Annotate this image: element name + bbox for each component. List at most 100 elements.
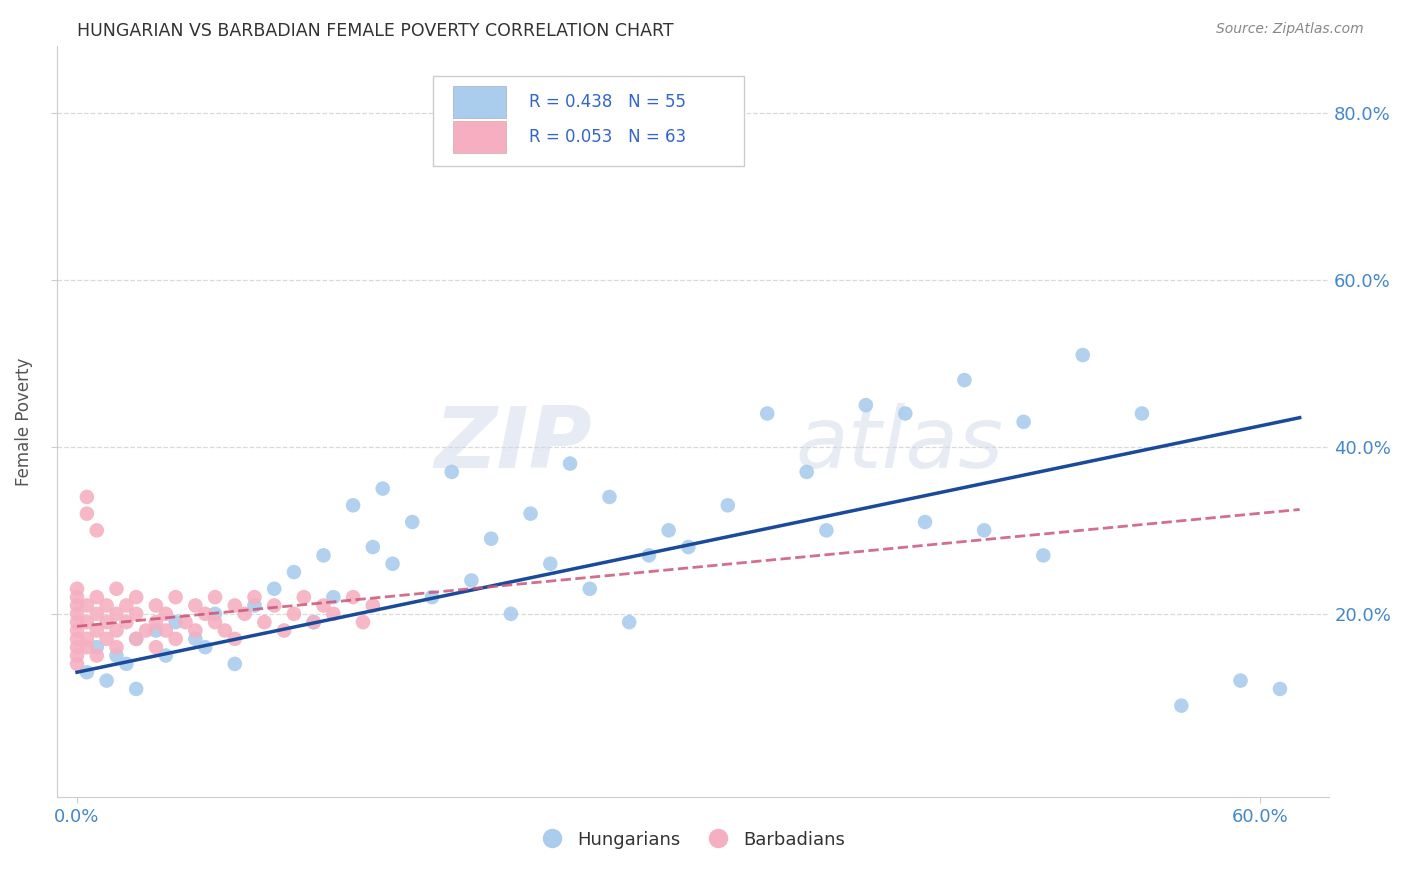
Point	[322, 607, 344, 621]
Point	[499, 607, 522, 621]
Point	[283, 607, 305, 621]
Text: ZIP: ZIP	[434, 403, 592, 486]
Point	[361, 540, 384, 554]
Point	[115, 615, 138, 629]
Point	[914, 515, 936, 529]
Point	[253, 615, 276, 629]
Point	[224, 657, 246, 671]
Point	[214, 624, 236, 638]
Point	[76, 615, 98, 629]
Point	[66, 632, 89, 646]
Point	[352, 615, 374, 629]
Point	[1012, 415, 1035, 429]
Point	[371, 482, 394, 496]
Point	[155, 648, 177, 663]
Point	[224, 599, 246, 613]
Point	[125, 681, 148, 696]
Point	[1130, 407, 1153, 421]
Point	[312, 549, 335, 563]
Point	[66, 615, 89, 629]
Point	[105, 582, 128, 596]
Point	[105, 648, 128, 663]
Point	[204, 590, 226, 604]
Text: R = 0.053   N = 63: R = 0.053 N = 63	[529, 128, 686, 146]
Point	[263, 582, 285, 596]
Point	[66, 648, 89, 663]
Point	[105, 624, 128, 638]
Y-axis label: Female Poverty: Female Poverty	[15, 358, 32, 486]
Point	[194, 607, 217, 621]
Point	[76, 490, 98, 504]
Point	[86, 607, 108, 621]
Point	[538, 557, 561, 571]
Point	[145, 615, 167, 629]
Point	[76, 632, 98, 646]
Point	[283, 565, 305, 579]
Text: Source: ZipAtlas.com: Source: ZipAtlas.com	[1216, 22, 1364, 37]
Point	[66, 657, 89, 671]
Point	[76, 507, 98, 521]
Point	[658, 524, 681, 538]
Point	[1032, 549, 1054, 563]
Point	[224, 632, 246, 646]
Point	[973, 524, 995, 538]
Point	[86, 590, 108, 604]
Point	[381, 557, 404, 571]
Text: atlas: atlas	[794, 403, 1002, 486]
Point	[66, 607, 89, 621]
Point	[184, 624, 207, 638]
Point	[76, 640, 98, 655]
Text: R = 0.438   N = 55: R = 0.438 N = 55	[529, 93, 686, 111]
Point	[519, 507, 541, 521]
Point	[105, 607, 128, 621]
Point	[76, 599, 98, 613]
Point	[66, 599, 89, 613]
Point	[165, 590, 187, 604]
Point	[1071, 348, 1094, 362]
Point	[155, 607, 177, 621]
Point	[243, 590, 266, 604]
Point	[165, 615, 187, 629]
Point	[401, 515, 423, 529]
Point	[145, 624, 167, 638]
Point	[292, 590, 315, 604]
Point	[302, 615, 325, 629]
Point	[1268, 681, 1291, 696]
Point	[342, 590, 364, 604]
Point	[855, 398, 877, 412]
Point	[638, 549, 661, 563]
Point	[86, 624, 108, 638]
Point	[115, 657, 138, 671]
Point	[86, 524, 108, 538]
Point	[86, 640, 108, 655]
Point	[440, 465, 463, 479]
Text: HUNGARIAN VS BARBADIAN FEMALE POVERTY CORRELATION CHART: HUNGARIAN VS BARBADIAN FEMALE POVERTY CO…	[77, 22, 673, 40]
Point	[165, 632, 187, 646]
Point	[115, 599, 138, 613]
Point	[1170, 698, 1192, 713]
Point	[125, 632, 148, 646]
Point	[125, 590, 148, 604]
Point	[1229, 673, 1251, 688]
Point	[66, 582, 89, 596]
Point	[312, 599, 335, 613]
Point	[96, 673, 118, 688]
FancyBboxPatch shape	[453, 86, 506, 118]
Point	[233, 607, 256, 621]
Point	[894, 407, 917, 421]
Point	[558, 457, 581, 471]
Point	[322, 590, 344, 604]
Point	[479, 532, 502, 546]
Point	[66, 590, 89, 604]
FancyBboxPatch shape	[453, 121, 506, 153]
Point	[125, 632, 148, 646]
Point	[263, 599, 285, 613]
Point	[145, 640, 167, 655]
Point	[756, 407, 779, 421]
Point	[717, 498, 740, 512]
Point	[460, 574, 482, 588]
Point	[204, 607, 226, 621]
Point	[96, 632, 118, 646]
Point	[342, 498, 364, 512]
Point	[194, 640, 217, 655]
